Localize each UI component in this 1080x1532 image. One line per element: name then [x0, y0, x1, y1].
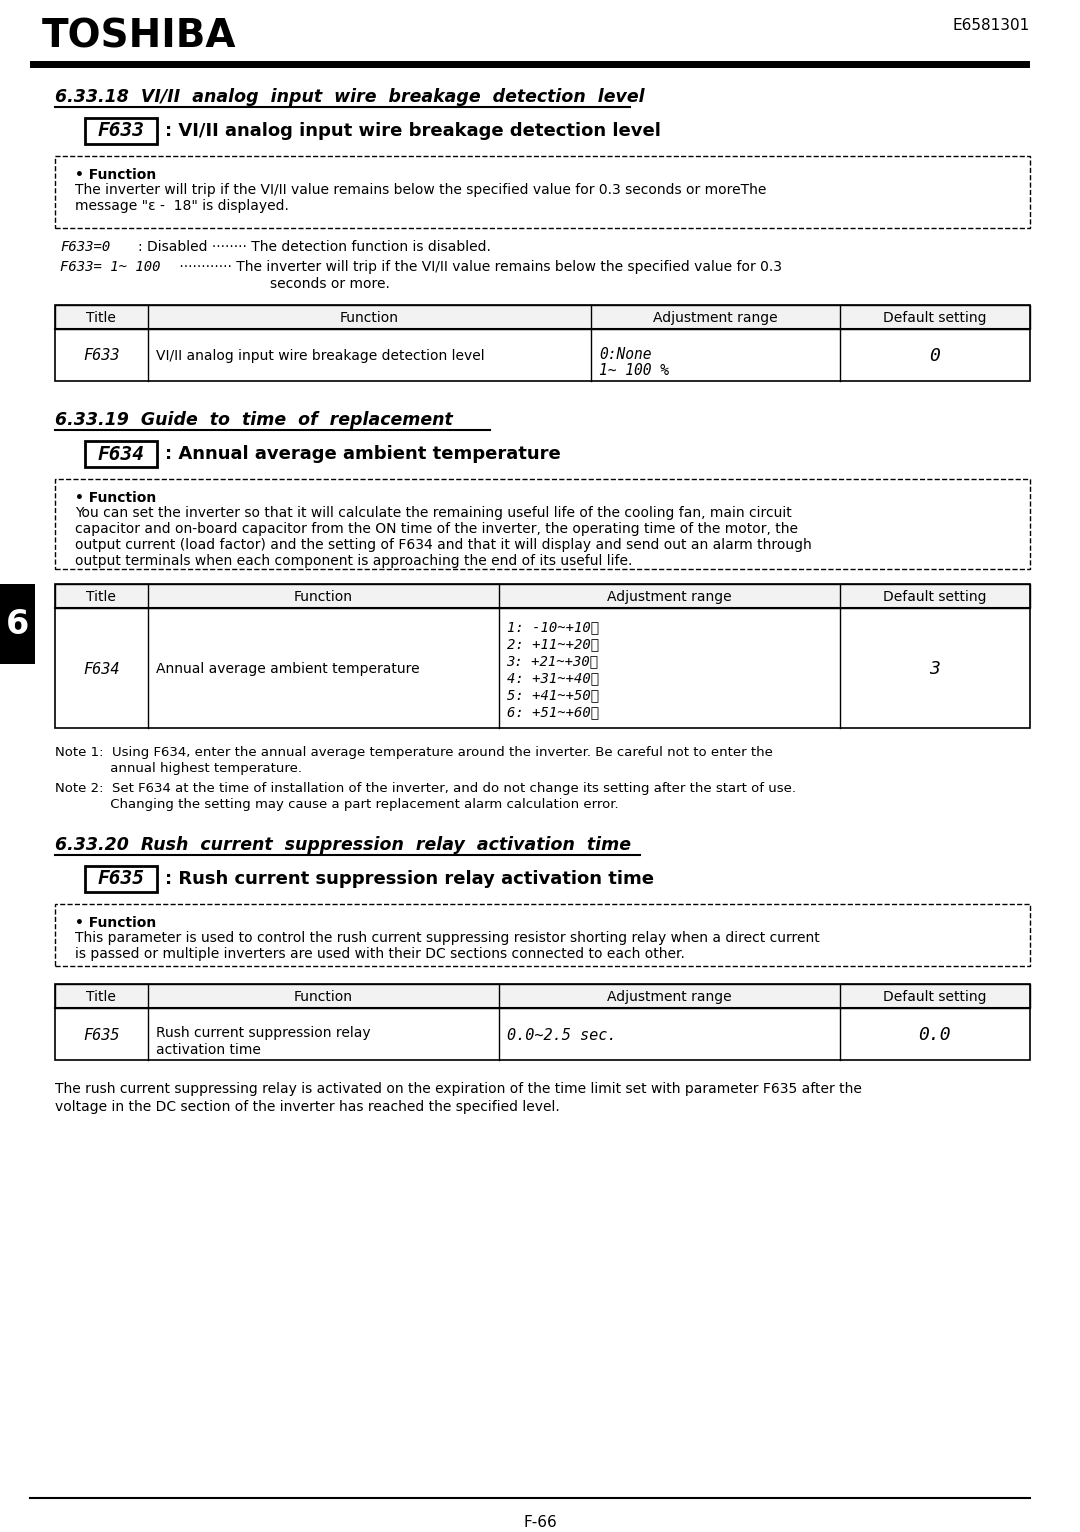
Text: Title: Title	[86, 590, 117, 604]
Text: F634: F634	[97, 444, 145, 464]
Text: seconds or more.: seconds or more.	[270, 277, 390, 291]
Text: 6.33.18  VI/II  analog  input  wire  breakage  detection  level: 6.33.18 VI/II analog input wire breakage…	[55, 87, 645, 106]
Text: • Function: • Function	[75, 490, 157, 506]
Text: Function: Function	[294, 590, 353, 604]
Text: 4: +31~+40℃: 4: +31~+40℃	[507, 671, 598, 685]
Text: 2: +11~+20℃: 2: +11~+20℃	[507, 637, 598, 651]
Text: 0.0: 0.0	[919, 1026, 951, 1043]
Text: : VI/II analog input wire breakage detection level: : VI/II analog input wire breakage detec…	[165, 123, 661, 139]
Text: activation time: activation time	[156, 1043, 260, 1057]
Text: TOSHIBA: TOSHIBA	[42, 18, 237, 57]
Text: F633: F633	[97, 121, 145, 141]
Text: output current (load factor) and the setting of F634 and that it will display an: output current (load factor) and the set…	[75, 538, 812, 552]
Text: 6: 6	[5, 608, 29, 640]
Bar	[85, 441, 157, 467]
Text: Function: Function	[294, 990, 353, 1003]
Text: • Function: • Function	[75, 916, 157, 930]
Text: F633: F633	[83, 348, 120, 363]
Bar	[0, 584, 35, 663]
Text: annual highest temperature.: annual highest temperature.	[55, 761, 302, 775]
Text: Annual average ambient temperature: Annual average ambient temperature	[156, 662, 419, 676]
Text: Changing the setting may cause a part replacement alarm calculation error.: Changing the setting may cause a part re…	[55, 798, 619, 810]
Text: You can set the inverter so that it will calculate the remaining useful life of : You can set the inverter so that it will…	[75, 506, 792, 519]
Bar	[55, 305, 1030, 329]
Text: Adjustment range: Adjustment range	[653, 311, 778, 325]
Text: F635: F635	[97, 870, 145, 889]
Text: • Function: • Function	[75, 169, 157, 182]
Text: 0.0~2.5 sec.: 0.0~2.5 sec.	[507, 1028, 616, 1042]
Text: Note 1:  Using F634, enter the annual average temperature around the inverter. B: Note 1: Using F634, enter the annual ave…	[55, 746, 773, 758]
Text: F633= 1~ 100: F633= 1~ 100	[60, 260, 161, 274]
Text: output terminals when each component is approaching the end of its useful life.: output terminals when each component is …	[75, 555, 633, 568]
Text: 6.33.19  Guide  to  time  of  replacement: 6.33.19 Guide to time of replacement	[55, 411, 453, 429]
Text: F635: F635	[83, 1028, 120, 1042]
Bar	[55, 984, 1030, 1060]
Text: Default setting: Default setting	[883, 311, 987, 325]
Bar	[55, 904, 1030, 967]
Text: Title: Title	[86, 990, 117, 1003]
Text: 3: 3	[930, 660, 941, 679]
Text: 0:None: 0:None	[599, 348, 651, 362]
Bar	[55, 305, 1030, 381]
Text: Default setting: Default setting	[883, 590, 987, 604]
Bar	[55, 156, 1030, 228]
Text: capacitor and on-board capacitor from the ON time of the inverter, the operating: capacitor and on-board capacitor from th…	[75, 522, 798, 536]
Text: 1~ 100 %: 1~ 100 %	[599, 363, 670, 378]
Text: Title: Title	[86, 311, 117, 325]
Text: This parameter is used to control the rush current suppressing resistor shorting: This parameter is used to control the ru…	[75, 931, 820, 945]
Text: F-66: F-66	[523, 1515, 557, 1530]
Text: The inverter will trip if the VI/II value remains below the specified value for : The inverter will trip if the VI/II valu…	[75, 182, 767, 198]
Text: F634: F634	[83, 662, 120, 677]
Text: 6.33.20  Rush  current  suppression  relay  activation  time: 6.33.20 Rush current suppression relay a…	[55, 836, 631, 853]
Text: VI/II analog input wire breakage detection level: VI/II analog input wire breakage detecti…	[156, 349, 484, 363]
Text: Function: Function	[340, 311, 399, 325]
Bar	[55, 480, 1030, 568]
Text: : Rush current suppression relay activation time: : Rush current suppression relay activat…	[165, 870, 654, 889]
Bar	[85, 118, 157, 144]
Text: 6: +51~+60℃: 6: +51~+60℃	[507, 705, 598, 719]
Text: is passed or multiple inverters are used with their DC sections connected to eac: is passed or multiple inverters are used…	[75, 947, 685, 961]
Text: 5: +41~+50℃: 5: +41~+50℃	[507, 688, 598, 702]
Bar	[55, 584, 1030, 728]
Text: The rush current suppressing relay is activated on the expiration of the time li: The rush current suppressing relay is ac…	[55, 1082, 862, 1095]
Bar	[55, 984, 1030, 1008]
Text: Rush current suppression relay: Rush current suppression relay	[156, 1026, 370, 1040]
Text: Adjustment range: Adjustment range	[607, 990, 731, 1003]
Text: 1: -10~+10℃: 1: -10~+10℃	[507, 620, 598, 634]
Text: F633=0: F633=0	[60, 241, 110, 254]
Text: Adjustment range: Adjustment range	[607, 590, 731, 604]
Bar	[55, 584, 1030, 608]
Text: ············ The inverter will trip if the VI/II value remains below the specifi: ············ The inverter will trip if t…	[175, 260, 782, 274]
Text: voltage in the DC section of the inverter has reached the specified level.: voltage in the DC section of the inverte…	[55, 1100, 559, 1114]
Text: E6581301: E6581301	[953, 18, 1030, 34]
Text: message "ε -  18" is displayed.: message "ε - 18" is displayed.	[75, 199, 288, 213]
Text: : Disabled ········ The detection function is disabled.: : Disabled ········ The detection functi…	[138, 241, 491, 254]
Text: 0: 0	[930, 348, 941, 365]
Bar	[30, 61, 1030, 67]
Text: : Annual average ambient temperature: : Annual average ambient temperature	[165, 444, 561, 463]
Text: 3: +21~+30℃: 3: +21~+30℃	[507, 654, 598, 668]
Text: Default setting: Default setting	[883, 990, 987, 1003]
Text: Note 2:  Set F634 at the time of installation of the inverter, and do not change: Note 2: Set F634 at the time of installa…	[55, 781, 796, 795]
Bar	[85, 866, 157, 892]
